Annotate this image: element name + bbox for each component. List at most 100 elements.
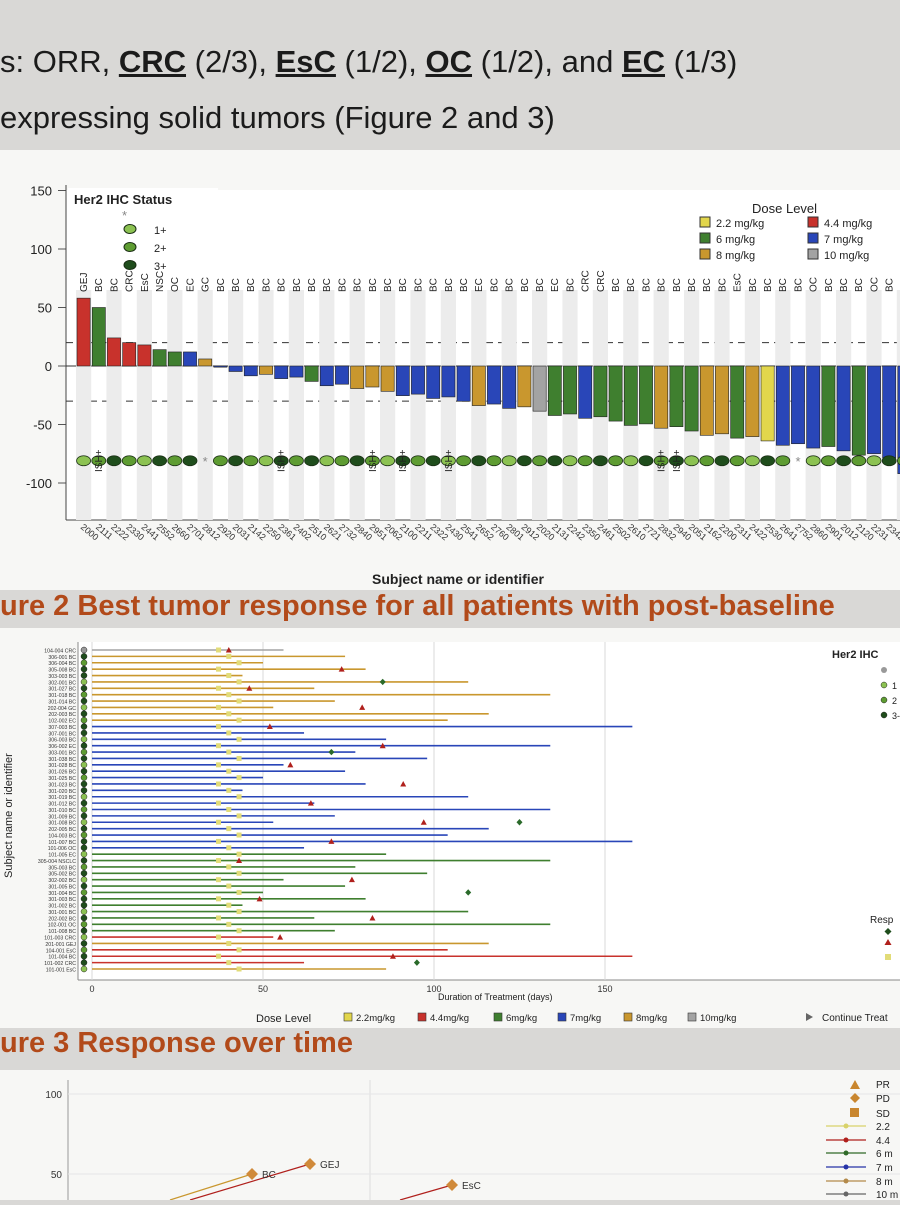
headline-line-2: expressing solid tumors (Figure 2 and 3)	[0, 100, 555, 136]
ihc-status-dot	[305, 456, 319, 466]
row-label: 301-019 BC	[48, 795, 76, 801]
response-bar	[867, 366, 880, 454]
row-label: 201-001 GEJ	[45, 942, 76, 948]
her2-legend-label: 2	[892, 696, 897, 706]
sd-marker	[226, 692, 231, 697]
row-label: 305-003 BC	[48, 865, 76, 871]
response-bar	[290, 366, 303, 377]
sd-marker	[226, 654, 231, 659]
response-bar	[852, 366, 865, 455]
sd-marker	[237, 718, 242, 723]
ihc-status-dot	[593, 456, 607, 466]
ihc-status-dot	[411, 456, 425, 466]
sd-marker	[237, 967, 242, 972]
response-bar	[320, 366, 333, 386]
response-bar	[244, 366, 257, 376]
spider-bg	[0, 1070, 900, 1200]
dose-legend-swatch	[624, 1013, 632, 1021]
ihc-status-dot	[289, 456, 303, 466]
category-label: BC	[368, 278, 379, 292]
response-bar	[168, 352, 181, 366]
row-label: 301-014 BC	[48, 699, 76, 705]
row-label: 301-010 BC	[48, 808, 76, 814]
ihc-status-dot	[548, 456, 562, 466]
y-tick-label: -100	[26, 476, 52, 491]
continue-arrow	[806, 1013, 813, 1021]
legend-label: SD	[876, 1109, 890, 1120]
response-bar	[594, 366, 607, 417]
category-label: OC	[869, 277, 880, 292]
dose-legend-swatch	[418, 1013, 426, 1021]
ish-label: ISH+	[368, 449, 379, 472]
dose-legend-label: 2.2mg/kg	[356, 1013, 395, 1024]
ihc-dot	[81, 838, 87, 844]
row-label: 305-008 BC	[48, 668, 76, 674]
point-label: BC	[262, 1170, 276, 1181]
y-tick-label: 100	[30, 242, 52, 257]
row-label: 301-038 BC	[48, 757, 76, 763]
dose-legend-label: 7mg/kg	[570, 1013, 601, 1024]
row-label: 202-003 BC	[48, 712, 76, 718]
category-label: BC	[565, 278, 576, 292]
sd-marker	[226, 807, 231, 812]
sd-marker	[237, 852, 242, 857]
sd-marker	[216, 667, 221, 672]
category-label: BC	[641, 278, 652, 292]
response-bar	[92, 308, 105, 367]
ihc-dot	[81, 928, 87, 934]
legend-label: PR	[876, 1080, 890, 1091]
sd-marker	[216, 762, 221, 767]
response-bar	[533, 366, 546, 411]
category-label: BC	[429, 278, 440, 292]
category-label: BC	[748, 278, 759, 292]
legend-label: PD	[876, 1094, 890, 1105]
ihc-status-dot	[517, 456, 531, 466]
headline-line-1: s: ORR, CRC (2/3), EsC (1/2), OC (1/2), …	[0, 44, 737, 80]
ihc-status-dot	[259, 456, 273, 466]
sd-marker	[216, 801, 221, 806]
ihc-dot	[81, 647, 87, 653]
response-bar	[685, 366, 698, 431]
ihc-dot	[81, 666, 87, 672]
sd-marker	[226, 864, 231, 869]
ihc-status-dot	[472, 456, 486, 466]
x-tick-label: 50	[258, 984, 268, 994]
response-bar	[275, 366, 288, 379]
dose-legend-title: Dose Level	[256, 1013, 311, 1025]
ihc-dot	[81, 851, 87, 857]
sd-marker	[226, 750, 231, 755]
ihc-dot	[81, 819, 87, 825]
row-label: 306-003 BC	[48, 738, 76, 744]
response-bar	[199, 359, 212, 366]
dose-legend-label: 6mg/kg	[506, 1013, 537, 1024]
ihc-dot	[81, 762, 87, 768]
dose-legend-title: Dose Level	[752, 201, 817, 216]
legend-marker-sd	[850, 1108, 859, 1117]
sd-marker	[226, 922, 231, 927]
category-label: BC	[109, 278, 120, 292]
row-label: 301-012 BC	[48, 802, 76, 808]
category-label: BC	[657, 278, 668, 292]
dose-legend-swatch	[808, 217, 818, 227]
sd-marker	[237, 660, 242, 665]
row-label: 301-002 BC	[48, 904, 76, 910]
row-label: 301-028 BC	[48, 763, 76, 769]
sd-marker	[226, 845, 231, 850]
ihc-status-dot	[685, 456, 699, 466]
category-label: BC	[353, 278, 364, 292]
ihc-dot	[81, 909, 87, 915]
figure-2-caption: ure 2 Best tumor response for all patien…	[0, 590, 835, 623]
dose-legend-label: 4.4 mg/kg	[824, 218, 872, 230]
legend-label: 7 m	[876, 1163, 893, 1174]
category-label: BC	[307, 278, 318, 292]
ihc-status-dot	[153, 456, 167, 466]
row-label: 306-002 EC	[48, 744, 76, 750]
ihc-dot	[81, 947, 87, 953]
category-label: BC	[687, 278, 698, 292]
response-bar	[305, 366, 318, 381]
legend-line-dot	[844, 1124, 849, 1129]
category-label: BC	[672, 278, 683, 292]
legend-label: 2.2	[876, 1122, 890, 1133]
category-label: GEJ	[79, 273, 90, 292]
ihc-status-dot	[730, 456, 744, 466]
